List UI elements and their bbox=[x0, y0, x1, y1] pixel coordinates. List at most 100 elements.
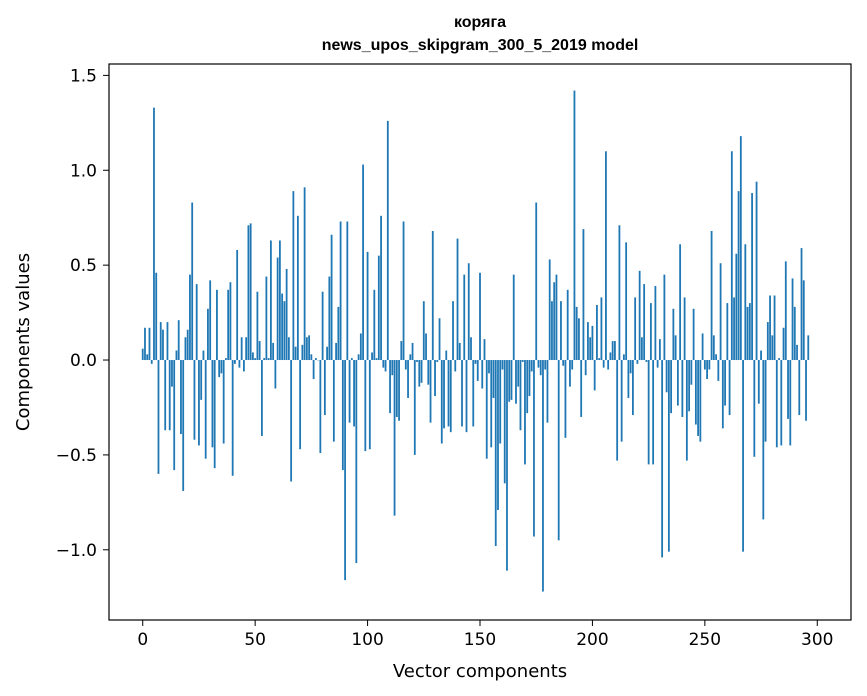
bar-169 bbox=[521, 360, 524, 362]
bar-72 bbox=[303, 187, 306, 361]
x-tick-label: 100 bbox=[351, 630, 383, 650]
bar-96 bbox=[357, 354, 360, 361]
bar-122 bbox=[416, 360, 418, 362]
bar-178 bbox=[542, 360, 544, 592]
bar-103 bbox=[373, 289, 376, 361]
bar-213 bbox=[620, 360, 623, 442]
bar-282 bbox=[775, 360, 778, 448]
bar-38 bbox=[227, 289, 230, 361]
bar-40 bbox=[231, 360, 234, 476]
bar-5 bbox=[153, 107, 155, 361]
bar-132 bbox=[438, 318, 441, 361]
bar-115 bbox=[400, 341, 403, 361]
bar-94 bbox=[353, 360, 355, 427]
bar-80 bbox=[321, 291, 324, 361]
bar-200 bbox=[591, 325, 594, 361]
bar-285 bbox=[782, 327, 785, 361]
bar-26 bbox=[200, 360, 203, 400]
bar-102 bbox=[371, 352, 373, 361]
bar-260 bbox=[726, 303, 729, 361]
bar-286 bbox=[784, 261, 787, 361]
bar-114 bbox=[398, 360, 400, 421]
bar-15 bbox=[175, 350, 178, 361]
bar-155 bbox=[490, 360, 493, 448]
bar-189 bbox=[566, 289, 569, 361]
bar-248 bbox=[699, 360, 702, 442]
bar-165 bbox=[512, 274, 515, 361]
y-tick-label: 1.5 bbox=[70, 66, 97, 86]
bar-0 bbox=[141, 348, 144, 361]
bar-111 bbox=[391, 360, 394, 376]
bar-74 bbox=[308, 335, 311, 361]
bar-123 bbox=[418, 360, 421, 387]
bar-36 bbox=[222, 360, 225, 444]
bar-288 bbox=[789, 360, 792, 446]
bar-153 bbox=[485, 360, 488, 459]
bar-13 bbox=[171, 360, 173, 387]
bar-138 bbox=[452, 301, 454, 361]
bar-249 bbox=[701, 333, 704, 361]
bar-161 bbox=[503, 360, 506, 484]
bar-29 bbox=[207, 308, 209, 361]
bar-63 bbox=[283, 301, 286, 361]
bar-70 bbox=[299, 360, 302, 450]
bar-79 bbox=[319, 360, 322, 454]
bar-84 bbox=[330, 234, 333, 361]
bar-263 bbox=[733, 297, 735, 361]
bar-107 bbox=[382, 360, 385, 368]
bar-4 bbox=[150, 360, 153, 364]
bar-215 bbox=[625, 242, 628, 361]
bar-239 bbox=[679, 244, 682, 361]
bar-6 bbox=[155, 272, 158, 361]
bar-259 bbox=[724, 360, 726, 406]
bar-290 bbox=[793, 306, 796, 361]
x-tick-label: 150 bbox=[464, 630, 496, 650]
bar-171 bbox=[526, 360, 529, 414]
bar-31 bbox=[211, 360, 214, 448]
bar-181 bbox=[548, 259, 551, 361]
bar-16 bbox=[177, 320, 180, 361]
bar-48 bbox=[249, 223, 252, 361]
bar-149 bbox=[476, 360, 479, 381]
bar-50 bbox=[254, 358, 257, 361]
bar-152 bbox=[483, 339, 486, 361]
bar-61 bbox=[278, 240, 281, 361]
x-tick-label: 250 bbox=[689, 630, 721, 650]
x-tick-label: 200 bbox=[576, 630, 608, 650]
bar-12 bbox=[168, 360, 171, 431]
bar-262 bbox=[730, 151, 733, 361]
bar-173 bbox=[530, 360, 533, 372]
bar-179 bbox=[544, 360, 547, 370]
bar-280 bbox=[771, 335, 774, 361]
chart-title: коряга bbox=[454, 14, 506, 31]
bar-33 bbox=[216, 289, 218, 361]
bar-35 bbox=[220, 360, 223, 374]
bar-252 bbox=[708, 360, 711, 370]
bar-21 bbox=[189, 274, 191, 361]
bar-124 bbox=[420, 360, 423, 383]
bar-147 bbox=[472, 360, 475, 427]
bar-283 bbox=[778, 358, 780, 361]
bar-128 bbox=[429, 360, 432, 423]
bar-191 bbox=[571, 360, 574, 370]
bar-47 bbox=[247, 225, 250, 361]
bar-34 bbox=[218, 360, 221, 378]
bar-251 bbox=[706, 360, 708, 380]
bar-257 bbox=[719, 263, 722, 361]
bar-186 bbox=[560, 301, 562, 361]
bar-135 bbox=[445, 350, 448, 361]
bar-219 bbox=[634, 297, 637, 361]
x-axis-label: Vector components bbox=[393, 661, 567, 682]
bar-274 bbox=[757, 360, 760, 404]
bar-156 bbox=[492, 360, 495, 398]
bar-101 bbox=[368, 360, 371, 450]
bar-20 bbox=[186, 329, 189, 361]
bar-53 bbox=[261, 360, 263, 436]
bar-235 bbox=[670, 360, 673, 414]
bar-183 bbox=[553, 282, 556, 361]
bar-127 bbox=[427, 360, 430, 385]
bar-88 bbox=[339, 221, 342, 361]
bar-18 bbox=[182, 360, 185, 491]
bar-130 bbox=[434, 360, 436, 397]
bar-105 bbox=[377, 255, 380, 361]
